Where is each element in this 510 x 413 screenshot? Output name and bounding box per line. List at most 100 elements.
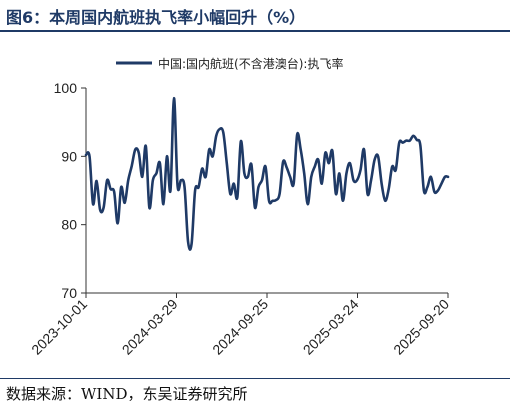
chart-legend: 中国:国内航班(不含港澳台):执飞率: [116, 56, 343, 71]
data-point: [310, 176, 312, 178]
data-point: [413, 135, 415, 137]
data-point: [268, 200, 270, 202]
data-point: [430, 176, 432, 178]
x-tick-label: 2024-03-29: [119, 296, 181, 358]
data-point: [173, 97, 175, 99]
data-point: [437, 190, 439, 192]
data-point: [219, 128, 221, 130]
data-point: [282, 161, 284, 163]
data-point: [321, 183, 323, 185]
data-point: [367, 193, 369, 195]
data-point: [106, 179, 108, 181]
data-point: [156, 173, 158, 175]
data-point: [314, 166, 316, 168]
data-point: [402, 142, 404, 144]
data-point: [96, 180, 98, 182]
data-point: [191, 243, 193, 245]
data-point: [370, 179, 372, 181]
data-point: [110, 188, 112, 190]
data-point: [339, 173, 341, 175]
data-point: [317, 159, 319, 161]
data-point: [296, 134, 298, 136]
data-point: [138, 152, 140, 154]
data-point: [258, 186, 260, 188]
data-point: [279, 193, 281, 195]
y-tick-label: 80: [61, 217, 77, 233]
source-note: 数据来源：WIND，东吴证券研究所: [6, 385, 248, 403]
data-point: [237, 197, 239, 199]
data-point: [85, 154, 87, 156]
data-point: [184, 186, 186, 188]
data-point: [427, 186, 429, 188]
y-tick-label: 90: [61, 148, 77, 164]
data-point: [384, 200, 386, 202]
data-point: [251, 164, 253, 166]
data-point: [353, 179, 355, 181]
data-point: [289, 176, 291, 178]
data-point: [149, 207, 151, 209]
data-point: [244, 173, 246, 175]
data-point: [346, 173, 348, 175]
data-point: [286, 166, 288, 168]
data-point: [395, 169, 397, 171]
data-point: [205, 176, 207, 178]
y-tick-label: 100: [54, 80, 78, 96]
data-point: [275, 199, 277, 201]
data-point: [342, 200, 344, 202]
data-point: [416, 139, 418, 141]
data-point: [272, 200, 274, 202]
data-point: [261, 179, 263, 181]
data-point: [198, 186, 200, 188]
data-point: [441, 183, 443, 185]
data-point: [117, 223, 119, 225]
data-point: [208, 149, 210, 151]
data-point: [124, 202, 126, 204]
data-point: [187, 241, 189, 243]
data-point: [152, 179, 154, 181]
data-point: [360, 169, 362, 171]
x-tick-label: 2025-03-24: [300, 296, 362, 358]
data-point: [444, 176, 446, 178]
data-point: [420, 145, 422, 147]
data-point: [388, 188, 390, 190]
data-point: [307, 203, 309, 205]
data-point: [177, 184, 179, 186]
data-point: [201, 168, 203, 170]
x-tick-label: 2025-09-20: [390, 296, 452, 358]
x-tick-label: 2023-10-01: [28, 296, 90, 358]
data-point: [145, 145, 147, 147]
data-point: [349, 162, 351, 164]
data-point: [423, 190, 425, 192]
data-point: [89, 156, 91, 158]
data-point: [131, 165, 133, 167]
y-tick-label: 70: [61, 285, 77, 301]
data-point: [335, 193, 337, 195]
data-point: [180, 179, 182, 181]
data-point: [142, 176, 144, 178]
data-point: [332, 150, 334, 152]
data-point: [374, 159, 376, 161]
data-point: [447, 176, 449, 178]
data-point: [254, 207, 256, 209]
data-point: [247, 176, 249, 178]
data-point: [222, 132, 224, 134]
data-point: [134, 149, 136, 151]
series-line: [84, 96, 450, 251]
data-point: [92, 203, 94, 205]
data-point: [233, 183, 235, 185]
legend-label: 中国:国内航班(不含港澳台):执飞率: [158, 56, 343, 71]
footer-divider: [0, 378, 510, 379]
data-point: [409, 140, 411, 142]
chart-title: 图6：本周国内航班执飞率小幅回升（%）: [6, 8, 306, 27]
data-point: [230, 193, 232, 195]
data-point: [356, 179, 358, 181]
data-point: [377, 156, 379, 158]
data-point: [293, 183, 295, 185]
data-point: [226, 162, 228, 164]
data-point: [325, 152, 327, 154]
data-point: [240, 141, 242, 143]
data-point: [300, 149, 302, 151]
data-point: [113, 191, 115, 193]
data-point: [170, 190, 172, 192]
